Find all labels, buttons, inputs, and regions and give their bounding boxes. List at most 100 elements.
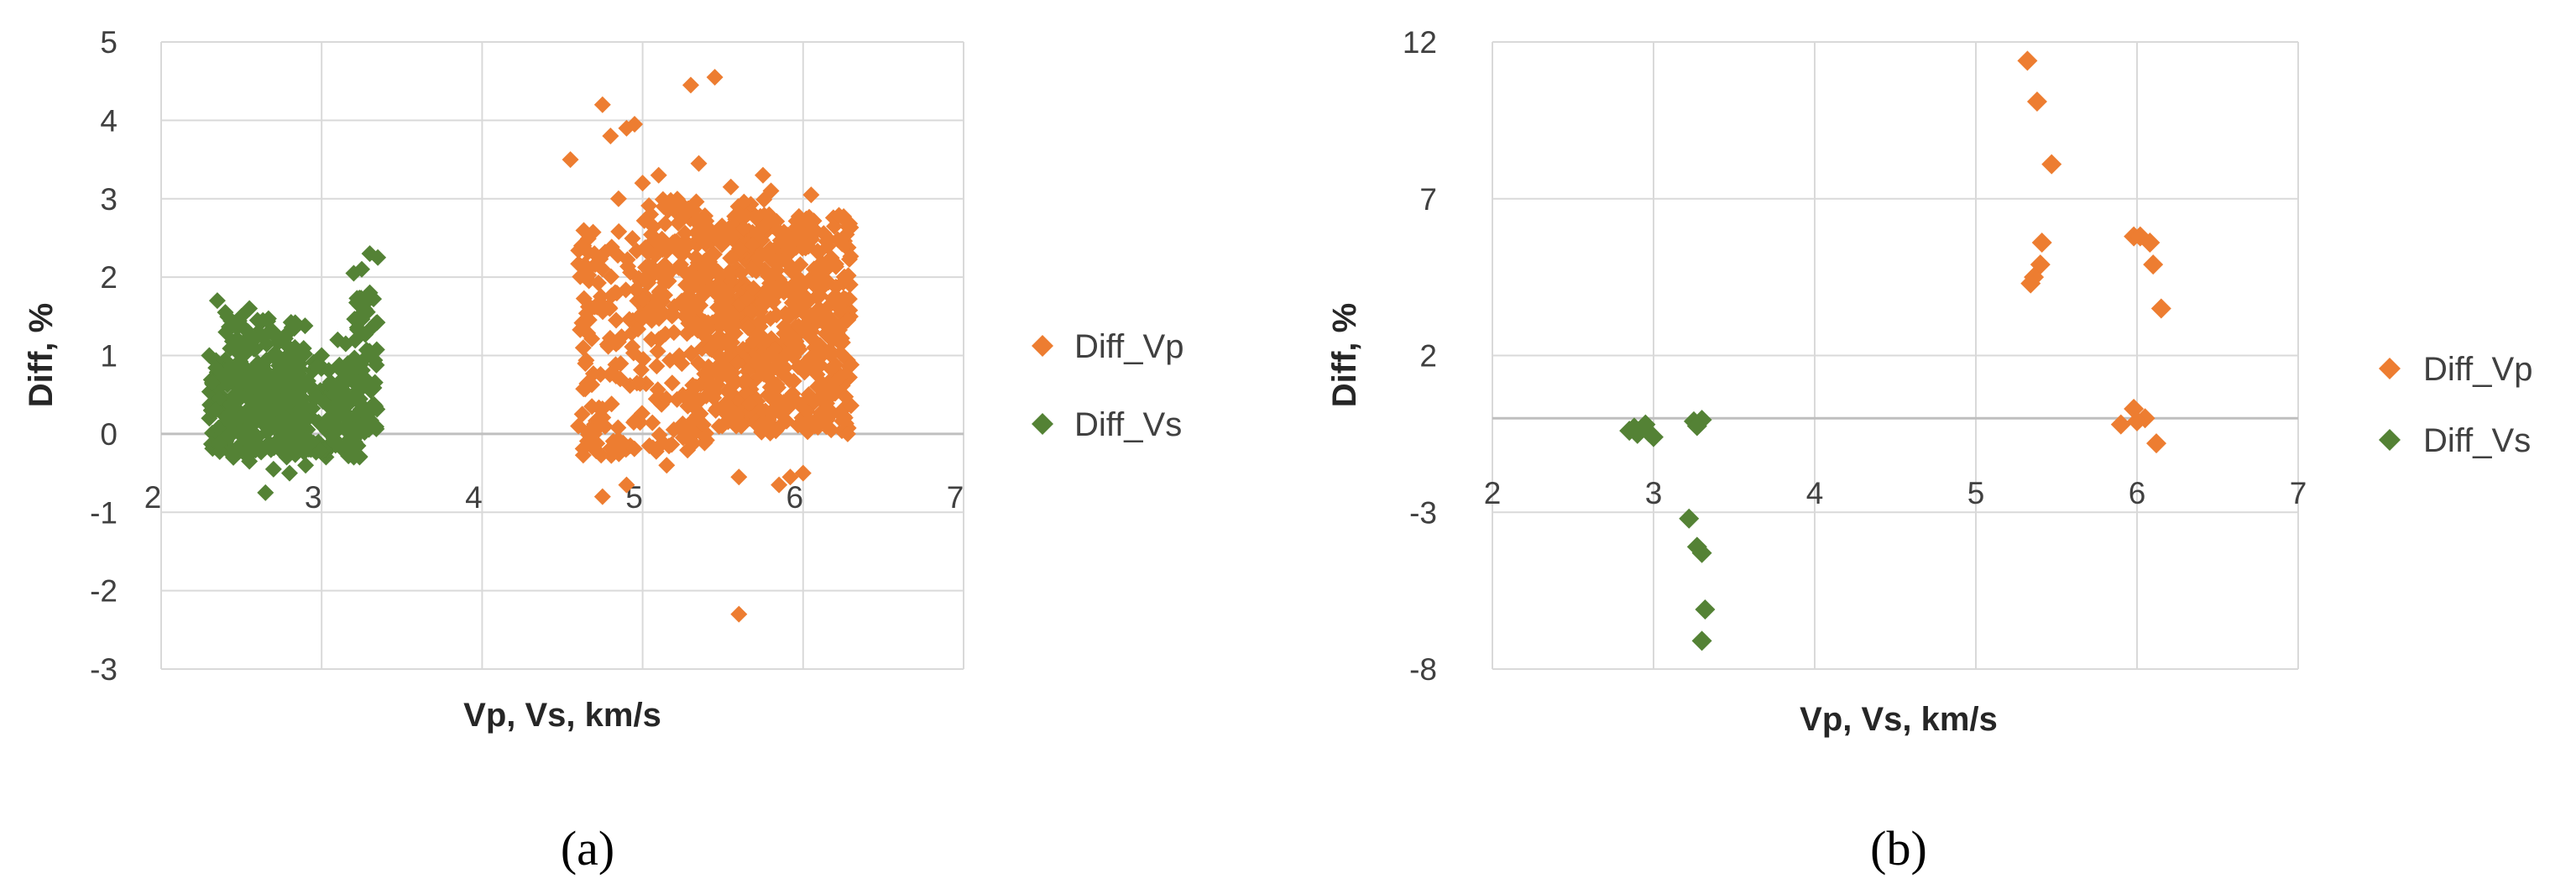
data-point — [297, 457, 315, 474]
data-point — [308, 388, 326, 405]
data-point — [776, 305, 794, 322]
data-point — [271, 357, 289, 374]
data-point — [2041, 154, 2062, 175]
data-point — [730, 605, 748, 623]
data-point — [842, 248, 860, 265]
data-point — [222, 444, 239, 462]
data-point — [286, 446, 304, 463]
data-point — [754, 422, 771, 440]
data-point — [682, 76, 699, 94]
data-point — [767, 422, 785, 440]
data-point — [722, 249, 739, 267]
data-point — [692, 213, 709, 231]
data-point — [781, 468, 799, 486]
data-point — [677, 276, 695, 294]
legend-marker — [1032, 413, 1053, 435]
data-point — [788, 218, 806, 236]
data-point — [843, 356, 860, 374]
data-point — [694, 416, 712, 433]
gridlines — [160, 41, 964, 670]
data-point — [608, 311, 625, 329]
data-point — [593, 96, 611, 113]
data-point — [836, 409, 854, 426]
data-point — [353, 361, 371, 379]
data-point — [210, 419, 227, 437]
data-point — [787, 303, 805, 321]
data-point — [234, 428, 252, 446]
data-point — [579, 423, 597, 441]
data-point — [603, 238, 620, 256]
data-point — [577, 354, 594, 372]
data-point — [823, 421, 840, 439]
data-point — [2140, 233, 2161, 254]
data-point — [336, 436, 353, 453]
series-diff-vs — [1619, 410, 1716, 651]
data-point — [583, 330, 601, 348]
data-point — [265, 439, 283, 457]
data-point — [635, 350, 652, 368]
data-point — [764, 361, 781, 379]
data-point — [232, 389, 249, 406]
data-point — [744, 236, 761, 254]
y-tick-labels: -3 -2 -1 0 1 2 3 4 5 — [90, 25, 118, 687]
data-point — [817, 400, 834, 418]
data-point — [593, 447, 610, 464]
data-point — [2143, 254, 2164, 275]
data-point — [737, 372, 755, 390]
data-point — [296, 317, 314, 335]
data-point — [674, 386, 692, 404]
data-point — [784, 384, 802, 402]
data-point — [207, 359, 225, 377]
x-tick-label: 3 — [305, 480, 322, 515]
x-axis-title: Vp, Vs, km/s — [463, 697, 661, 734]
data-point — [602, 128, 619, 145]
data-point — [356, 424, 374, 442]
data-point — [760, 281, 778, 299]
data-point — [367, 418, 384, 436]
data-point — [744, 261, 761, 279]
data-point — [801, 412, 818, 430]
y-tick-label: 5 — [100, 25, 118, 60]
data-point — [701, 253, 718, 270]
y-tick-label: -1 — [90, 495, 118, 530]
data-point — [837, 388, 854, 405]
data-point — [718, 383, 736, 400]
data-point — [649, 381, 666, 399]
data-point — [1691, 630, 1712, 651]
data-point — [671, 347, 688, 364]
data-point — [634, 175, 651, 192]
data-point — [348, 321, 366, 338]
series-diff-vp — [2017, 50, 2171, 454]
y-tick-label: 0 — [100, 417, 118, 452]
data-point — [657, 390, 675, 407]
data-point — [343, 421, 361, 438]
data-point — [650, 166, 667, 184]
data-point — [2146, 433, 2167, 454]
data-point — [678, 325, 696, 343]
data-point — [626, 116, 644, 133]
data-point — [754, 246, 771, 264]
data-point — [246, 374, 264, 392]
x-tick-label: 6 — [2129, 476, 2146, 510]
data-point — [2127, 411, 2147, 431]
data-point — [272, 397, 290, 415]
data-point — [1679, 508, 1700, 529]
data-point — [755, 207, 773, 224]
x-tick-label: 2 — [144, 480, 162, 515]
data-point — [771, 223, 788, 241]
x-tick-label: 6 — [786, 480, 804, 515]
data-point — [296, 374, 314, 391]
data-point — [211, 434, 228, 452]
legend-label: Diff_Vs — [2423, 422, 2531, 459]
y-axis-title: Diff, % — [23, 303, 60, 407]
y-tick-label: -3 — [1409, 495, 1437, 530]
data-point — [835, 290, 853, 307]
data-point — [802, 306, 820, 324]
x-tick-label: 7 — [947, 480, 964, 515]
data-point — [656, 256, 674, 274]
x-axis-title: Vp, Vs, km/s — [1800, 701, 1998, 738]
data-point — [697, 285, 714, 302]
data-point — [654, 434, 671, 452]
data-point — [221, 318, 238, 336]
